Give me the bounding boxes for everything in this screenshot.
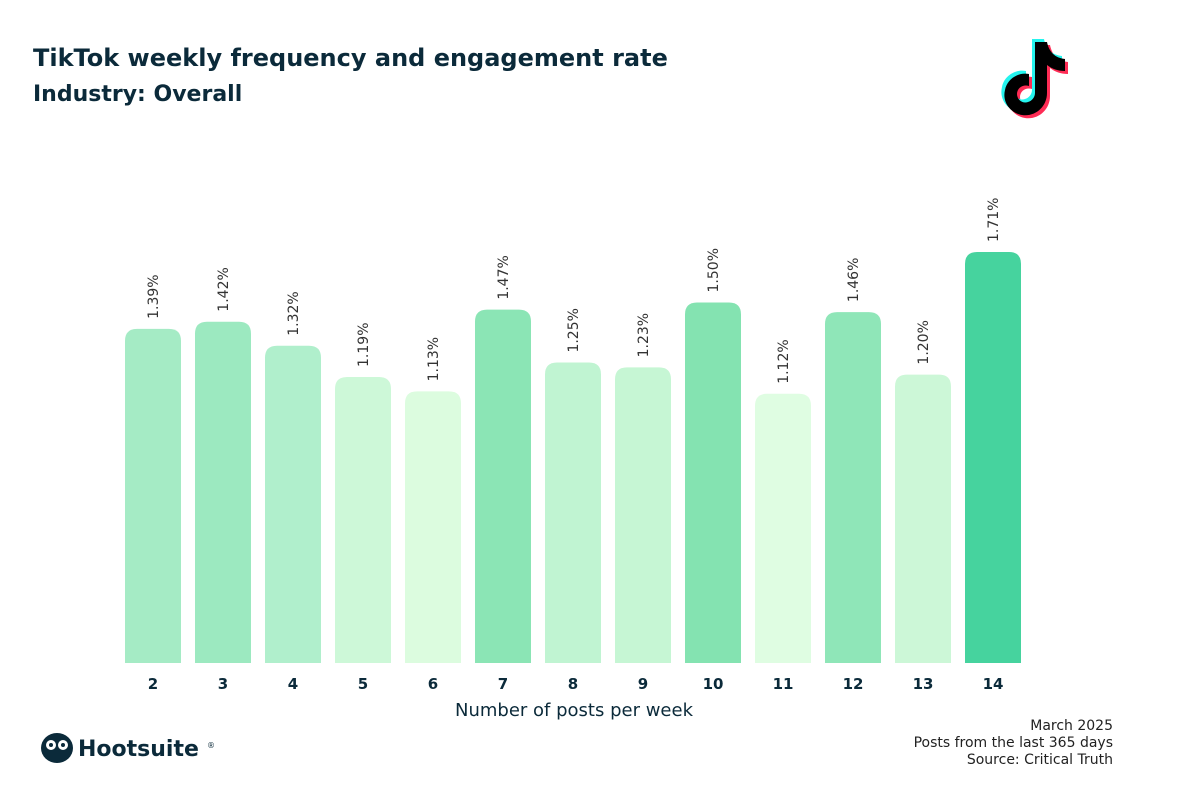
value-label: 1.13%: [426, 337, 442, 381]
brand-mark: ®: [207, 741, 215, 750]
value-label: 1.12%: [776, 339, 792, 383]
value-label: 1.39%: [146, 274, 162, 318]
value-label: 1.23%: [636, 313, 652, 357]
bar: [965, 252, 1021, 663]
x-tick-label: 3: [218, 675, 228, 693]
footnote: Posts from the last 365 days: [914, 735, 1113, 751]
x-tick-label: 10: [703, 675, 724, 693]
bar: [195, 321, 251, 663]
value-label: 1.20%: [916, 320, 932, 364]
bar: [545, 362, 601, 663]
x-tick-label: 4: [288, 675, 298, 693]
value-label: 1.25%: [566, 308, 582, 352]
x-tick-label: 2: [148, 675, 158, 693]
value-label: 1.50%: [706, 248, 722, 292]
footnote: March 2025: [1030, 718, 1113, 734]
chart-title: TikTok weekly frequency and engagement r…: [33, 44, 668, 72]
bar: [475, 309, 531, 663]
x-tick-label: 7: [498, 675, 508, 693]
bar: [125, 328, 181, 663]
x-tick-label: 13: [913, 675, 934, 693]
x-tick-label: 6: [428, 675, 438, 693]
x-tick-label: 14: [983, 675, 1004, 693]
x-tick-label: 12: [843, 675, 864, 693]
value-label: 1.71%: [986, 198, 1002, 242]
hootsuite-logo: Hootsuite ®: [41, 733, 215, 763]
brand-name: Hootsuite: [78, 737, 199, 762]
chart-subtitle: Industry: Overall: [33, 82, 242, 107]
footnote: Source: Critical Truth: [967, 752, 1113, 768]
x-tick-label: 11: [773, 675, 794, 693]
bar: [685, 302, 741, 663]
bar: [405, 391, 461, 663]
x-tick-label: 5: [358, 675, 368, 693]
bar: [825, 312, 881, 663]
tiktok-logo: [1001, 39, 1068, 119]
value-label: 1.32%: [286, 291, 302, 335]
value-label: 1.42%: [216, 267, 232, 311]
x-tick-label: 9: [638, 675, 648, 693]
x-tick-label: 8: [568, 675, 578, 693]
bar: [755, 393, 811, 663]
value-label: 1.47%: [496, 255, 512, 299]
bar: [335, 376, 391, 663]
bar: [895, 374, 951, 663]
bar: [615, 367, 671, 663]
x-axis-label: Number of posts per week: [455, 700, 694, 721]
bar: [265, 345, 321, 663]
value-label: 1.19%: [356, 322, 372, 366]
value-label: 1.46%: [846, 258, 862, 302]
